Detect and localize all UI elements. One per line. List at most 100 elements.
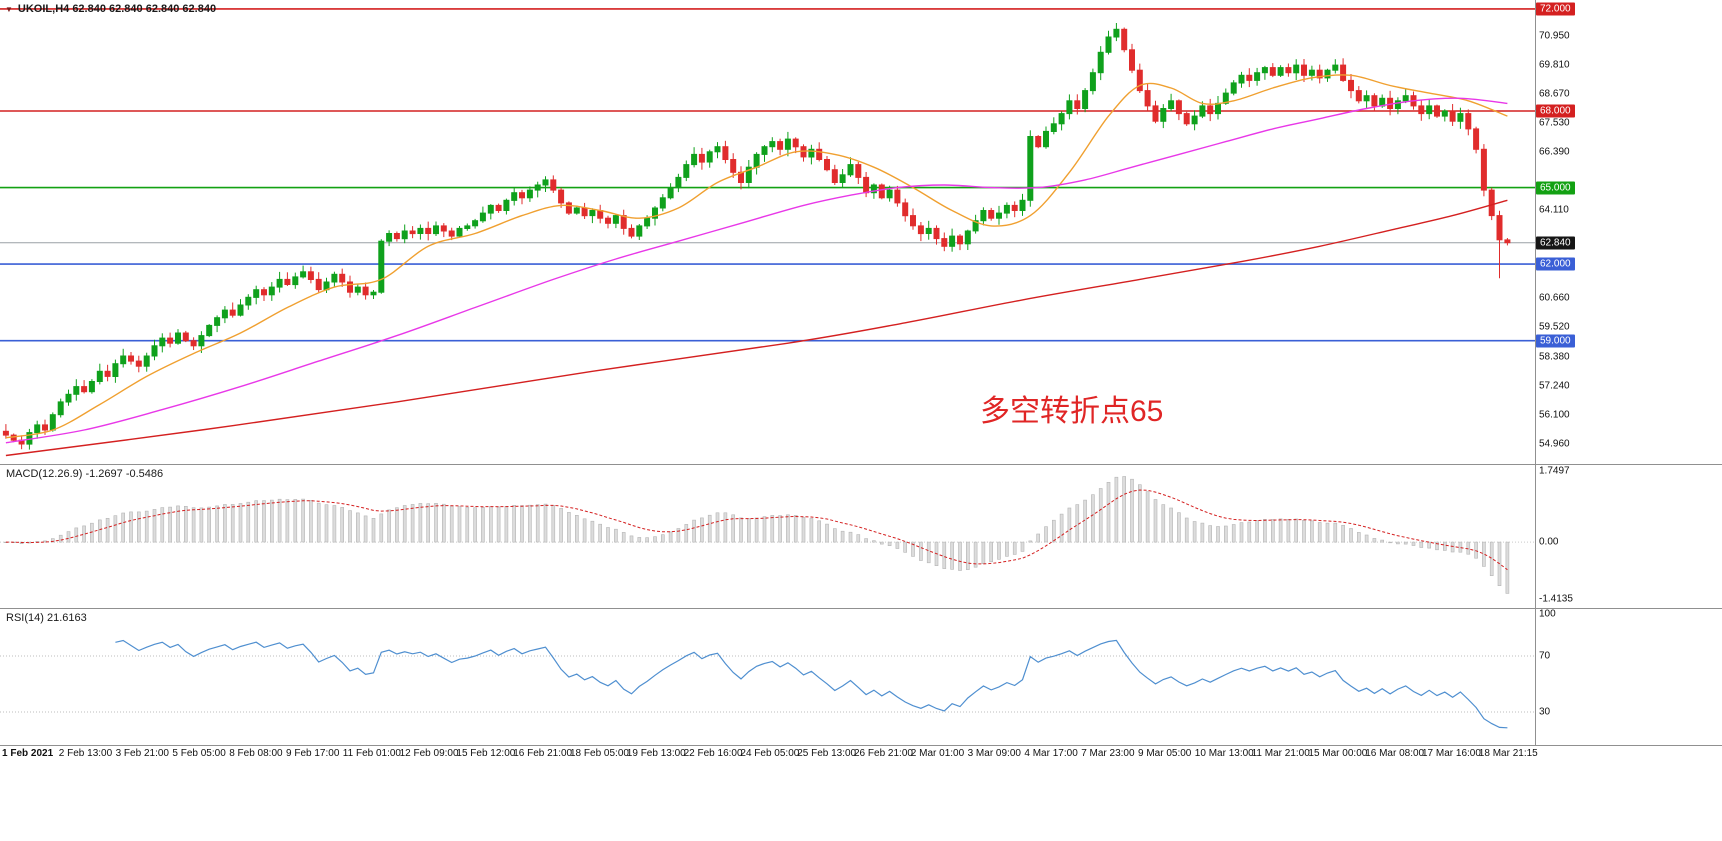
candle-body [1160, 108, 1167, 122]
candle-body [34, 424, 41, 434]
candle-body [300, 271, 307, 278]
macd-histogram-bar [668, 531, 673, 543]
macd-histogram-bar [481, 507, 485, 543]
axis-tick-label: 0.00 [1539, 536, 1559, 548]
candle-body [1504, 239, 1511, 244]
candle-body [65, 393, 72, 403]
candle-body [417, 227, 424, 234]
macd-histogram-bar [746, 518, 751, 543]
macd-histogram-bar [1098, 488, 1103, 543]
macd-histogram-bar [1216, 526, 1220, 543]
macd-histogram-bar [856, 534, 861, 543]
macd-histogram-bar [418, 503, 423, 543]
candle-body [120, 355, 127, 365]
candle-body [526, 189, 533, 199]
time-axis-label: 2 Feb 13:00 [58, 748, 113, 759]
candle-body [1050, 123, 1057, 133]
candle-body [1480, 148, 1487, 191]
candle-body [988, 210, 995, 219]
candle-body [831, 169, 838, 183]
macd-histogram-bar [1122, 476, 1126, 543]
candle-body [2, 430, 9, 436]
candle-body [573, 207, 580, 214]
candle-body [894, 189, 901, 204]
candle-body [910, 215, 916, 227]
macd-histogram-bar [58, 534, 63, 543]
candle-body [112, 363, 119, 378]
macd-histogram-bar [598, 523, 603, 543]
macd-histogram-bar [434, 502, 438, 543]
macd-histogram-bar [1012, 541, 1017, 555]
axis-tick-label: 57.240 [1539, 380, 1570, 392]
candle-body [448, 230, 455, 237]
candle-body [362, 286, 369, 296]
candle-body [198, 335, 205, 347]
candle-body [691, 153, 698, 166]
macd-histogram-bar [512, 504, 517, 543]
candle-body [88, 381, 95, 393]
macd-histogram-bar [98, 519, 102, 543]
macd-histogram-bar [606, 527, 610, 543]
candle-body [1027, 136, 1034, 201]
candle-body [1003, 204, 1010, 214]
macd-histogram-bar [129, 511, 133, 543]
macd-histogram-bar [1263, 518, 1267, 543]
macd-histogram-bar [1052, 519, 1056, 543]
price-level-label: 62.840 [1536, 236, 1575, 250]
candle-body [175, 332, 181, 344]
axis-tick-label: 66.390 [1539, 146, 1570, 158]
candle-body [135, 360, 142, 367]
time-axis-label: 4 Mar 17:00 [1024, 748, 1078, 759]
candle-body [1105, 36, 1112, 53]
candle-body [761, 146, 768, 155]
macd-histogram-bar [1247, 521, 1252, 543]
macd-histogram-bar [919, 541, 923, 561]
macd-histogram-bar [786, 514, 790, 543]
candle-body [104, 370, 111, 377]
macd-histogram-bar [223, 504, 227, 543]
macd-histogram-bar [230, 504, 235, 543]
candle-body [433, 225, 439, 235]
candle-body [511, 192, 518, 201]
candle-body [1269, 67, 1276, 76]
axis-tick-label: 64.110 [1539, 204, 1569, 216]
candle-body [1496, 215, 1503, 241]
time-axis-label: 9 Feb 17:00 [286, 748, 340, 759]
macd-histogram-bar [1443, 541, 1447, 551]
symbol-marker-icon: ▼ [5, 4, 13, 14]
axis-tick-label: 70 [1539, 650, 1551, 662]
macd-histogram-bar [1145, 491, 1150, 543]
candle-body [1175, 100, 1182, 115]
candle-body [1121, 28, 1128, 51]
chart-annotation: 多空转折点65 [980, 395, 1164, 428]
candle-body [1168, 100, 1175, 110]
candle-body [784, 138, 791, 150]
macd-histogram-bar [1005, 541, 1009, 557]
candle-body [276, 278, 283, 288]
macd-histogram-bar [184, 505, 188, 543]
macd-histogram-bar [50, 538, 55, 543]
candle-body [1222, 92, 1229, 104]
candle-body [636, 225, 643, 237]
time-axis-label: 5 Feb 05:00 [172, 748, 226, 759]
macd-histogram-bar [1153, 499, 1158, 543]
candle-body [980, 210, 987, 222]
candle-body [1457, 113, 1464, 122]
candle-body [1293, 64, 1300, 74]
candle-body [534, 184, 541, 191]
macd-histogram-bar [958, 541, 962, 571]
candle-body [542, 179, 549, 186]
macd-histogram-bar [363, 515, 368, 543]
macd-histogram-bar [207, 506, 211, 543]
candle-body [1324, 69, 1331, 79]
candle-body [941, 238, 948, 247]
candle-body [628, 227, 635, 237]
candle-body [1058, 113, 1065, 125]
time-axis-label: 17 Mar 16:00 [1422, 748, 1481, 759]
candle-body [425, 227, 432, 234]
candle-body [1089, 72, 1096, 92]
macd-histogram-bar [528, 504, 532, 543]
